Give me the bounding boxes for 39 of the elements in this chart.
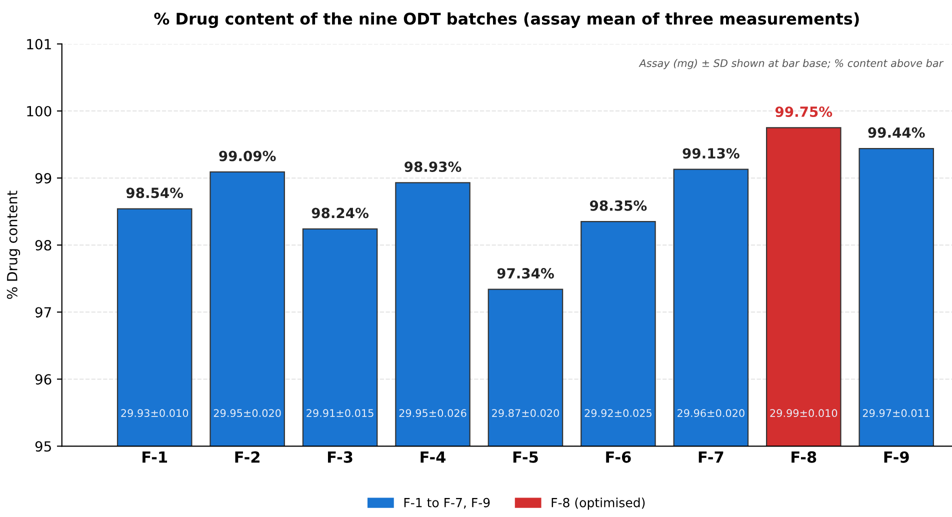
data-label: 97.34% (497, 268, 554, 279)
legend-label: F-8 (optimised) (552, 498, 645, 510)
annotation: 29.87±0.020 (492, 409, 559, 418)
x-tick-label: F-2 (235, 451, 260, 463)
annotation: 29.96±0.020 (678, 409, 744, 418)
annotation: 29.99±0.010 (770, 409, 838, 418)
annotation: 29.97±0.011 (862, 409, 930, 418)
x-tick-label: F-9 (884, 451, 909, 463)
y-tick-label: 98 (35, 240, 52, 251)
y-tick-label: 101 (27, 38, 51, 50)
x-tick-label: F-7 (698, 452, 724, 463)
x-tick-label: F-6 (606, 451, 631, 463)
x-tick-label: F-8 (792, 451, 816, 463)
annotation: 29.95±0.026 (399, 409, 466, 418)
chart-title: % Drug content of the nine ODT batches (assay mean of three measurements) (154, 12, 859, 28)
y-tick-label: 99 (35, 172, 52, 184)
data-label: 98.54% (126, 188, 184, 198)
annotation: 29.93±0.010 (121, 409, 188, 418)
annotation: Assay (mg) ± SD shown at bar base; % content above bar (638, 59, 944, 70)
y-tick-label: 100 (27, 106, 52, 116)
x-tick-label: F-3 (328, 451, 352, 463)
annotation: 29.92±0.025 (584, 409, 652, 418)
data-label: 98.93% (404, 161, 462, 172)
y-tick-label: 95 (35, 441, 51, 452)
annotation: 29.95±0.020 (214, 409, 281, 418)
data-label: 99.44% (868, 127, 925, 138)
y-tick-label: 96 (35, 374, 52, 385)
x-tick-label: F-1 (142, 452, 168, 463)
y-axis-title: % Drug content (6, 190, 20, 299)
legend-label: F-1 to F-7, F-9 (404, 498, 490, 509)
data-label: 99.09% (219, 150, 276, 162)
y-tick-label: 97 (35, 307, 51, 318)
data-label: 98.35% (590, 200, 647, 211)
annotation: 29.91±0.015 (306, 409, 374, 418)
x-tick-label: F-4 (420, 452, 446, 463)
data-label: 99.75% (775, 106, 832, 118)
data-label: 99.13% (682, 148, 740, 159)
x-tick-label: F-5 (513, 452, 538, 463)
data-label: 98.24% (312, 208, 369, 218)
